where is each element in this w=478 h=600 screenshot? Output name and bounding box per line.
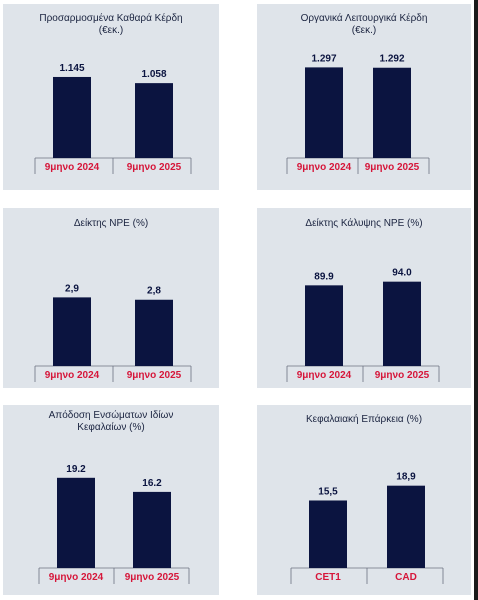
- chart-panel: Οργανικά Λειτουργικά Κέρδη (€εκ.) 1.297 9μη…: [257, 4, 471, 190]
- chart-panel: Απόδοση Ενσώματων Ιδίων Κεφαλαίων (%) 19.2…: [3, 405, 219, 595]
- data-label: 16.2: [142, 478, 162, 489]
- chart-panel: Δείκτης NPE (%) 2,9 9μηνο 2024 2,8 9μηνο 202…: [3, 208, 219, 388]
- chart-panel: Δείκτης Κάλυψης NPE (%) 89.9 9μηνο 2024 94.…: [257, 208, 471, 388]
- data-label: 1.145: [59, 63, 84, 74]
- chart-title-line: Οργανικά Λειτουργικά Κέρδη: [300, 13, 428, 24]
- x-tick-label: 9μηνο 2024: [297, 370, 352, 381]
- x-tick-label: 9μηνο 2024: [45, 370, 100, 381]
- bar: [53, 76, 91, 158]
- data-label: 15,5: [318, 486, 338, 497]
- data-label: 2,8: [147, 286, 161, 297]
- bar-chart: 15,5 CET1 18,9 CAD: [290, 472, 444, 584]
- bar: [57, 477, 95, 568]
- x-tick-label: CET1: [315, 572, 341, 583]
- chart-panel: Προσαρμοσμένα Καθαρά Κέρδη (€εκ.) 1.145 9μη…: [3, 4, 219, 190]
- data-label: 89.9: [314, 271, 334, 282]
- chart-title: Δείκτης NPE (%): [3, 218, 219, 230]
- chart-title: Δείκτης Κάλυψης NPE (%): [257, 218, 471, 230]
- chart-title-line: Κεφαλαίων (%): [77, 422, 145, 433]
- data-label: 18,9: [396, 472, 416, 483]
- x-tick-label: 9μηνο 2025: [127, 370, 182, 381]
- chart-title: Οργανικά Λειτουργικά Κέρδη (€εκ.): [257, 13, 471, 37]
- bar: [309, 500, 347, 568]
- chart-title-line: Κεφαλαιακή Επάρκεια (%): [305, 414, 423, 425]
- x-tick-label: 9μηνο 2025: [125, 572, 180, 583]
- data-label: 1.058: [141, 69, 166, 80]
- data-label: 1.297: [311, 53, 336, 64]
- x-tick-label: 9μηνο 2024: [297, 162, 352, 173]
- chart-title: Απόδοση Ενσώματων Ιδίων Κεφαλαίων (%): [3, 410, 219, 434]
- bar: [387, 485, 425, 568]
- page-edge: [474, 0, 478, 600]
- data-label: 2,9: [65, 283, 79, 294]
- x-tick-label: 9μηνο 2024: [49, 572, 104, 583]
- bar: [305, 285, 343, 366]
- bar-chart: 2,9 9μηνο 2024 2,8 9μηνο 2025: [34, 283, 192, 382]
- data-label: 1.292: [379, 54, 404, 65]
- bar: [135, 83, 173, 158]
- chart-title-line: Δείκτης Κάλυψης NPE (%): [305, 218, 423, 229]
- chart-panel: Κεφαλαιακή Επάρκεια (%) 15,5 CET1 18,9 CAD: [257, 405, 471, 595]
- x-tick-label: 9μηνο 2025: [375, 370, 430, 381]
- chart-title-line: Προσαρμοσμένα Καθαρά Κέρδη: [39, 13, 183, 24]
- chart-title-line: Απόδοση Ενσώματων Ιδίων: [48, 410, 174, 421]
- chart-title: Προσαρμοσμένα Καθαρά Κέρδη (€εκ.): [3, 13, 219, 37]
- bar: [373, 67, 411, 158]
- bar: [133, 491, 171, 568]
- x-tick-label: 9μηνο 2025: [127, 162, 182, 173]
- bar: [135, 299, 173, 366]
- data-label: 19.2: [66, 464, 86, 475]
- bar-chart: 1.145 9μηνο 2024 1.058 9μηνο 2025: [34, 63, 192, 174]
- bar-chart: 19.2 9μηνο 2024 16.2 9μηνο 2025: [38, 464, 190, 584]
- bar: [305, 67, 343, 158]
- bar: [53, 297, 91, 366]
- chart-title: Κεφαλαιακή Επάρκεια (%): [257, 414, 471, 426]
- chart-title-line: (€εκ.): [351, 25, 377, 36]
- bar-chart: 89.9 9μηνο 2024 94.0 9μηνο 2025: [286, 268, 440, 382]
- chart-title-line: Δείκτης NPE (%): [73, 218, 149, 229]
- x-tick-label: 9μηνο 2025: [365, 162, 420, 173]
- bar-chart: 1.297 9μηνο 2024 1.292 9μηνο 2025: [286, 53, 430, 174]
- bar: [383, 281, 421, 366]
- x-tick-label: 9μηνο 2024: [45, 162, 100, 173]
- chart-title-line: (€εκ.): [98, 25, 124, 36]
- x-tick-label: CAD: [395, 572, 417, 583]
- data-label: 94.0: [392, 268, 412, 279]
